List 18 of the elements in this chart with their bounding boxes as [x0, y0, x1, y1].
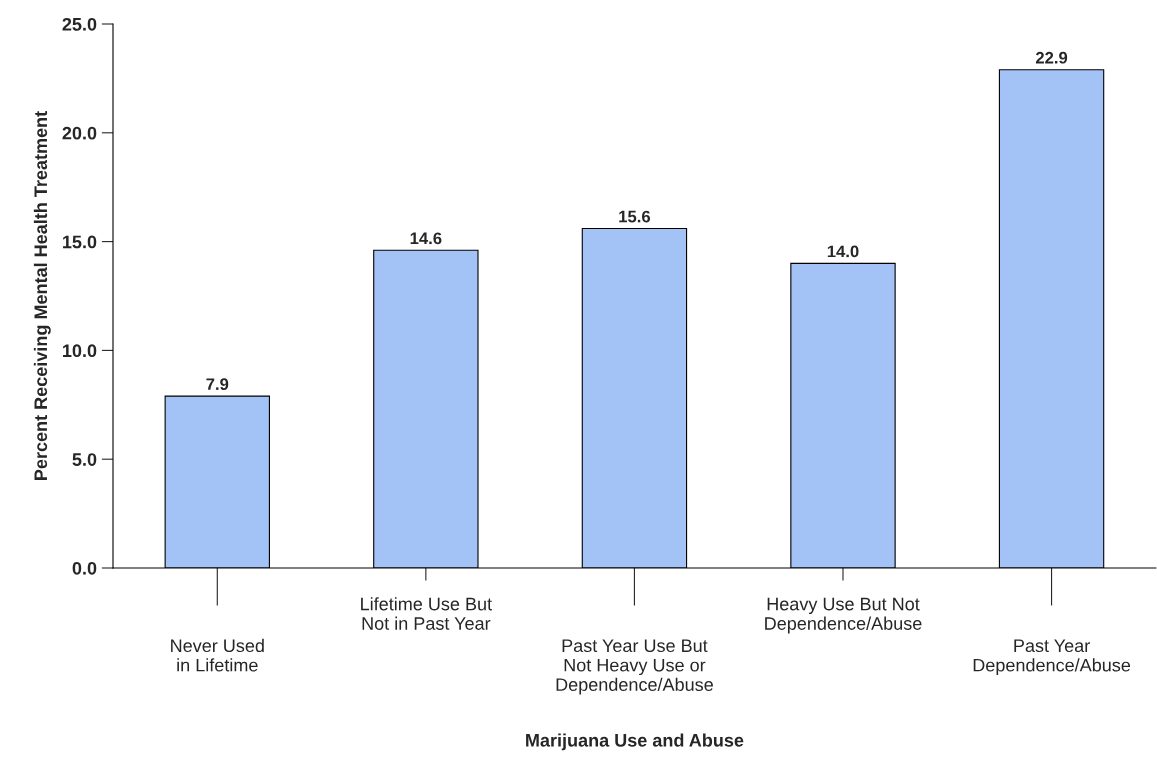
- x-tick-label: Past Year Use But Not Heavy Use or Dependence/Abuse: [556, 639, 713, 695]
- x-axis-title: Marijuana Use and Abuse: [526, 733, 744, 751]
- y-tick-label: 15.0: [63, 235, 97, 249]
- y-tick-label: 0.0: [72, 561, 97, 575]
- y-axis-title: Percent Receiving Mental Health Treatment: [33, 111, 51, 480]
- x-tick-label: Heavy Use But Not Dependence/Abuse: [765, 597, 922, 634]
- data-label: 14.0: [827, 245, 859, 258]
- data-label: 22.9: [1035, 51, 1068, 64]
- y-tick-label: 20.0: [62, 126, 97, 140]
- y-tick-label: 25.0: [62, 17, 97, 31]
- x-tick-label: Never Used in Lifetime: [171, 638, 264, 672]
- y-tick-label: 5.0: [72, 453, 97, 466]
- data-label: 14.6: [410, 232, 442, 245]
- x-tick-label: Lifetime Use But Not in Past Year: [361, 597, 492, 630]
- y-tick-label: 10.0: [63, 344, 97, 358]
- x-tick-label: Past Year Dependence/Abuse: [973, 639, 1131, 676]
- data-label: 7.9: [206, 378, 229, 391]
- data-label: 15.6: [619, 210, 651, 223]
